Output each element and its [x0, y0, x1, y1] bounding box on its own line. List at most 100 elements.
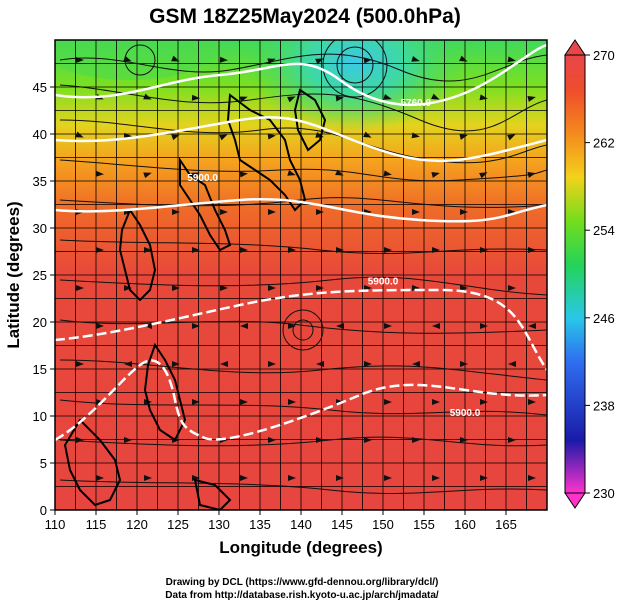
streamline-arrow	[508, 285, 516, 291]
y-tick-label: 35	[33, 174, 47, 189]
y-tick-label: 5	[40, 456, 47, 471]
streamline-arrow	[336, 475, 344, 481]
streamline-arrow	[364, 437, 372, 443]
y-axis-ticks: 0 5 10 15 20 25 30 35 40 45	[33, 80, 55, 518]
y-tick-label: 15	[33, 362, 47, 377]
y-axis-title: Latitude (degrees)	[4, 201, 23, 348]
streamline-arrow	[527, 172, 536, 178]
colorbar: 270 262 254 246 238 230	[564, 39, 615, 509]
drawing-credit: Drawing by DCL (https://www.gfd-dennou.o…	[166, 577, 439, 588]
streamline-arrow	[96, 247, 104, 253]
streamline-arrow	[191, 94, 200, 101]
contour-label: 5900.0	[450, 408, 481, 419]
streamline-arrow	[336, 247, 344, 253]
figure-title: GSM 18Z25May2024 (500.0hPa)	[149, 5, 461, 28]
colorbar-top-arrow	[564, 39, 586, 56]
x-tick-label: 110	[45, 517, 66, 532]
streamline-arrow	[96, 475, 104, 481]
streamline-arrow	[240, 247, 248, 253]
x-tick-label: 135	[249, 517, 271, 532]
streamline-arrow	[460, 285, 468, 291]
contour-lines	[55, 43, 547, 442]
streamline-arrow	[336, 323, 344, 329]
colorbar-tick-label: 270	[593, 48, 615, 63]
x-axis-ticks: 110 115 120 125 130 135 140 145 150 155 160 165	[45, 510, 517, 532]
streamline-arrow	[288, 247, 296, 253]
plot-area: 5900.0 5900.0 5900.0 5760.0	[55, 40, 547, 510]
streamline-arrow	[528, 247, 536, 253]
streamline-arrow	[76, 437, 84, 443]
streamline-arrow	[220, 209, 228, 215]
coastlines	[63, 88, 327, 510]
streamline-arrow	[431, 93, 440, 100]
y-tick-label: 20	[33, 315, 47, 330]
colorbar-tick-label: 246	[593, 311, 615, 326]
streamline-arrow	[192, 323, 200, 329]
streamline-arrow	[316, 361, 324, 367]
streamline-arrow	[144, 323, 152, 329]
streamline-arrow	[144, 475, 152, 481]
streamline-arrow	[412, 437, 420, 443]
streamline-arrow	[267, 133, 276, 140]
data-credit: Data from http://database.rish.kyoto-u.a…	[165, 590, 439, 601]
streamline-arrow	[480, 399, 488, 405]
streamline-arrow	[171, 134, 180, 141]
streamline-arrow	[219, 56, 228, 63]
streamline-arrow	[240, 323, 248, 329]
streamline-arrow	[144, 247, 152, 253]
x-tick-label: 150	[372, 517, 394, 532]
y-tick-label: 40	[33, 127, 47, 142]
streamline-arrow	[172, 361, 180, 367]
streamline-arrow	[124, 437, 132, 443]
streamline-arrow	[384, 399, 392, 405]
streamline-arrow	[528, 475, 536, 481]
x-tick-label: 165	[495, 517, 517, 532]
colorbar-ticks: 270 262 254 246 238 230	[585, 48, 615, 501]
streamline-arrow	[124, 361, 132, 367]
streamline-arrow	[123, 55, 132, 62]
streamline-arrow	[432, 247, 440, 253]
contour-label: 5760.0	[401, 98, 432, 109]
streamline-arrow	[268, 437, 276, 443]
streamline-arrow	[412, 209, 420, 215]
streamline-arrow	[480, 475, 488, 481]
streamline-arrow	[432, 475, 440, 481]
streamline-arrow	[528, 399, 536, 405]
streamline-arrow	[363, 57, 372, 64]
streamline-arrow	[528, 323, 536, 329]
streamline-arrow	[480, 247, 488, 253]
y-tick-label: 30	[33, 221, 47, 236]
x-tick-label: 155	[413, 517, 435, 532]
streamline-arrow	[460, 437, 468, 443]
streamline-arrow	[335, 169, 344, 176]
streamline-arrow	[432, 399, 440, 405]
streamline-arrow	[287, 169, 296, 176]
streamline-arrow	[507, 134, 516, 141]
streamline-arrow	[287, 96, 296, 103]
streamline-arrow	[171, 55, 180, 62]
streamline-arrow	[192, 399, 200, 405]
y-tick-label: 10	[33, 409, 47, 424]
streamline-arrow	[383, 93, 392, 100]
streamline-arrow	[76, 57, 84, 63]
streamline-arrow	[192, 247, 200, 253]
colorbar-tick-label: 238	[593, 398, 615, 413]
streamline-arrow	[412, 285, 420, 291]
streamline-arrow	[316, 209, 324, 215]
streamline-arrow	[267, 58, 276, 65]
y-tick-label: 45	[33, 80, 47, 95]
x-axis-title: Longitude (degrees)	[219, 538, 382, 557]
streamline-arrow	[460, 209, 468, 215]
streamline-arrow	[95, 170, 104, 177]
streamline-arrow	[508, 361, 516, 367]
streamline-arrow	[412, 361, 420, 367]
streamline-arrow	[239, 171, 248, 178]
streamline-arrow	[288, 475, 296, 481]
streamline-arrow	[75, 131, 84, 138]
streamline-arrow	[96, 323, 104, 329]
x-tick-label: 130	[208, 517, 230, 532]
streamline-arrow	[384, 475, 392, 481]
x-tick-label: 140	[290, 517, 312, 532]
colorbar-bottom-arrow	[564, 492, 586, 509]
